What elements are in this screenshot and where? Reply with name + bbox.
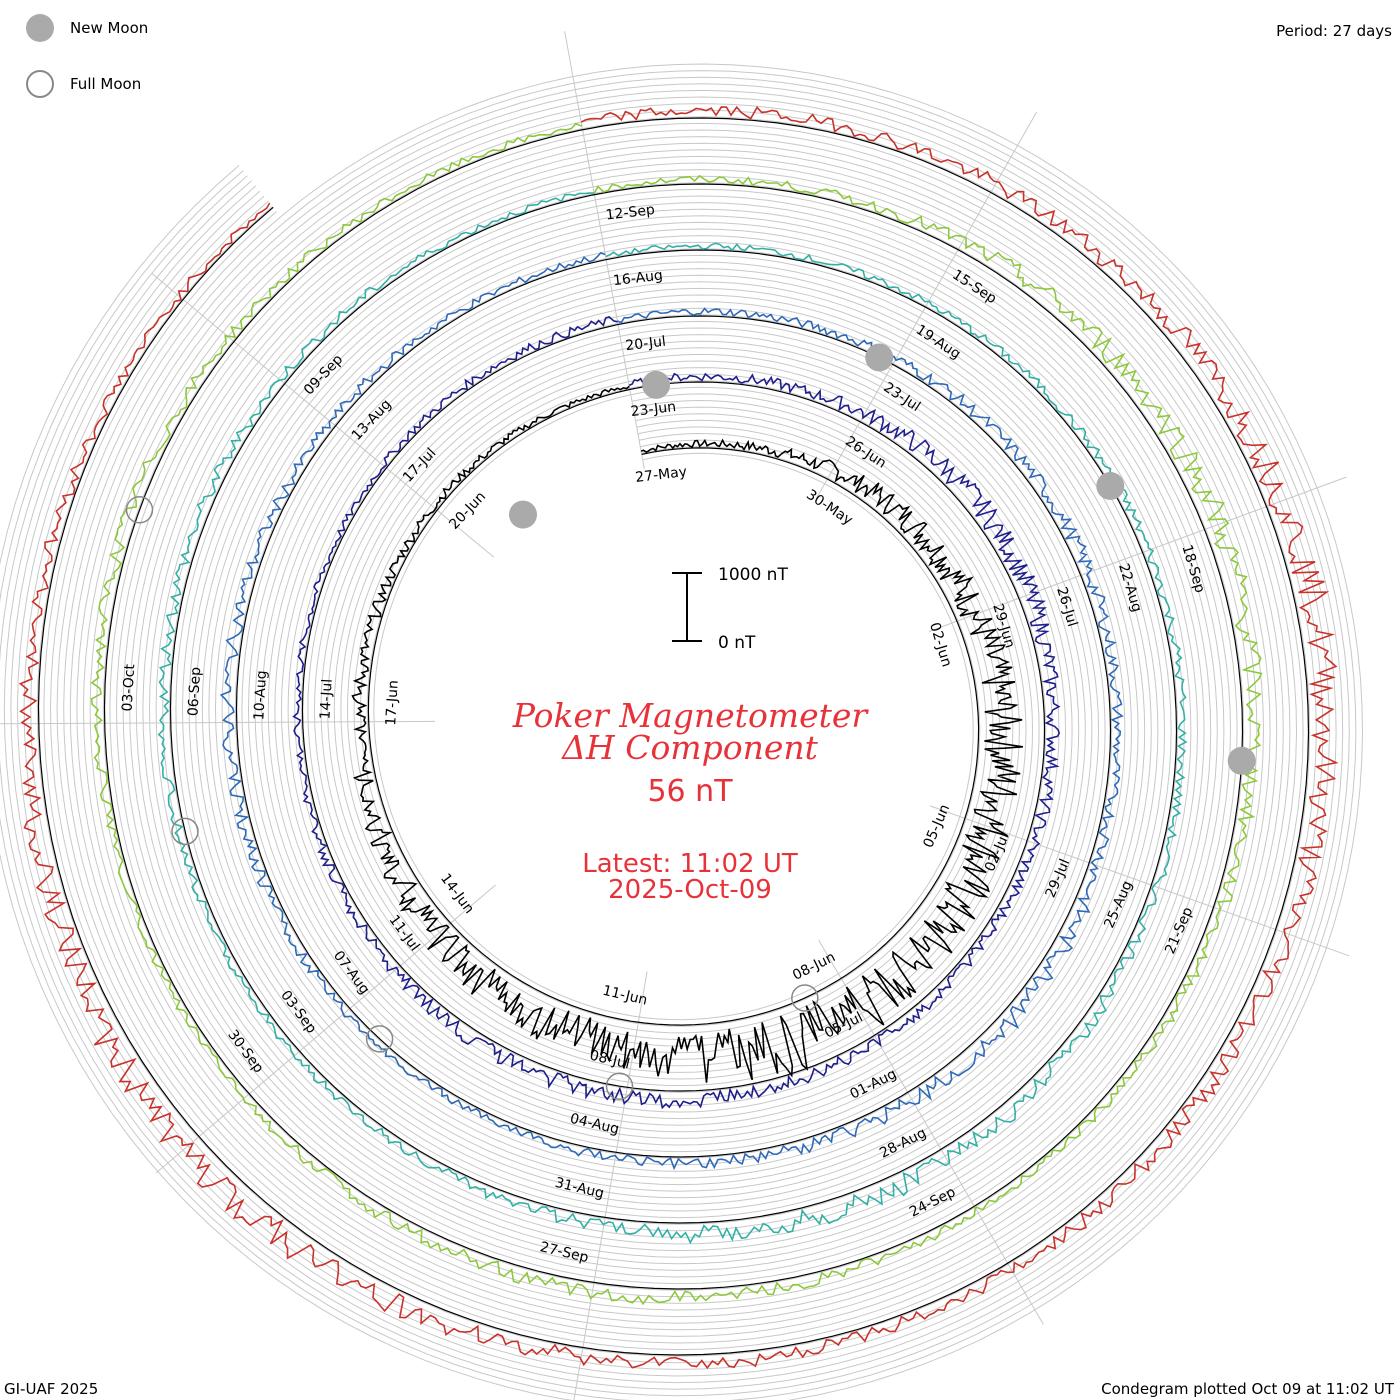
grid-spiral — [3, 83, 1344, 1390]
trace-cycle-12-Sep — [90, 122, 1263, 1306]
date-label: 04-Aug — [568, 1111, 620, 1138]
title-line-1: Poker Magnetometer — [512, 696, 868, 735]
period-label: Period: 27 days — [1276, 22, 1392, 40]
new-moon-marker — [865, 343, 894, 372]
radial-spoke — [815, 111, 1038, 499]
date-label: 27-May — [635, 464, 688, 486]
chart-title: Poker Magnetometer ΔH Component 56 nT La… — [390, 696, 990, 905]
grid-spiral — [10, 89, 1337, 1384]
full-moon-icon — [26, 70, 54, 98]
grid-spiral — [16, 96, 1331, 1377]
scale-bar-bottom-label: 0 nT — [718, 633, 756, 653]
grid-spiral — [30, 109, 1317, 1364]
date-label: 24-Sep — [907, 1184, 958, 1220]
grid-spiral — [0, 70, 1357, 1400]
trace-cycle-23-Jun — [292, 316, 1061, 1110]
new-moon-marker — [642, 370, 671, 399]
trace-cycle-16-Aug — [157, 192, 1188, 1245]
radial-spoke — [818, 939, 1044, 1325]
date-label: 03-Oct — [120, 663, 139, 712]
footer-plot-time: Condegram plotted Oct 09 at 11:02 UT — [1101, 1380, 1394, 1398]
date-label: 31-Aug — [553, 1175, 605, 1202]
grid-spiral — [43, 122, 1304, 1351]
radial-spoke — [0, 720, 436, 725]
full-moon-marker — [125, 496, 154, 524]
date-label: 20-Jul — [625, 334, 667, 355]
date-label: 01-Aug — [848, 1066, 900, 1103]
current-value: 56 nT — [647, 774, 733, 809]
scale-bar-top-label: 1000 nT — [718, 565, 788, 585]
scale-bar: 1000 nT 0 nT — [672, 565, 788, 653]
grid-spiral — [36, 116, 1311, 1357]
date-label: 12-Sep — [605, 202, 656, 224]
new-moon-marker — [1227, 746, 1256, 775]
radial-spoke — [573, 971, 648, 1400]
grid-spiral — [23, 103, 1324, 1370]
trace-cycle-Sep-Oct — [18, 105, 1339, 1370]
legend-full-moon: Full Moon — [26, 70, 141, 98]
date-label: 28-Aug — [877, 1125, 929, 1162]
date-label: 10-Aug — [251, 670, 270, 721]
date-label: 17-Jul — [400, 445, 439, 485]
moon-markers — [125, 343, 1256, 1100]
latest-date: 2025-Oct-09 — [608, 875, 772, 905]
spiral-baselines — [37, 117, 1310, 1356]
legend-new-moon-label: New Moon — [70, 19, 149, 37]
latest-time: Latest: 11:02 UT — [582, 849, 798, 879]
radial-spoke — [564, 31, 645, 470]
grid-spiral — [0, 76, 1350, 1397]
legend-full-moon-label: Full Moon — [70, 75, 142, 93]
full-moon-marker — [365, 1025, 394, 1053]
date-label: 14-Jul — [317, 678, 335, 719]
new-moon-icon — [26, 14, 54, 42]
date-label: 02-Jun — [926, 621, 954, 669]
date-label: 30-May — [803, 487, 855, 529]
date-label: 29-Jul — [1043, 857, 1074, 901]
trace-cycle-20-Jul — [219, 251, 1124, 1171]
date-label: 11-Jul — [386, 912, 423, 954]
spiral-grid — [0, 63, 1364, 1400]
date-label: 11-Jun — [601, 983, 649, 1009]
new-moon-marker — [1096, 472, 1125, 500]
date-label: 17-Jun — [383, 680, 402, 726]
date-label: 27-Sep — [538, 1239, 590, 1266]
date-label: 22-Aug — [1115, 562, 1145, 614]
radial-spoke — [150, 272, 495, 558]
date-label: 18-Sep — [1178, 543, 1208, 595]
date-label: 23-Jun — [630, 399, 677, 420]
legend-new-moon: New Moon — [26, 14, 148, 42]
date-label: 16-Aug — [612, 268, 663, 290]
date-label: 20-Jun — [446, 489, 489, 533]
full-moon-marker — [605, 1072, 634, 1100]
full-moon-marker — [171, 817, 199, 846]
title-line-2: ΔH Component — [562, 728, 818, 767]
full-moon-marker — [791, 984, 819, 1012]
date-label: 26-Jul — [1053, 585, 1080, 628]
trace-cycle-27-May — [351, 385, 1023, 1083]
footer-credit: GI-UAF 2025 — [4, 1380, 99, 1398]
date-label: 06-Sep — [185, 666, 204, 716]
radial-spoke — [155, 884, 496, 1174]
data-traces — [18, 105, 1339, 1370]
radial-spoke — [928, 476, 1347, 632]
baseline-spiral — [37, 117, 1310, 1356]
grid-spiral — [0, 63, 1364, 1400]
new-moon-marker — [509, 500, 537, 529]
